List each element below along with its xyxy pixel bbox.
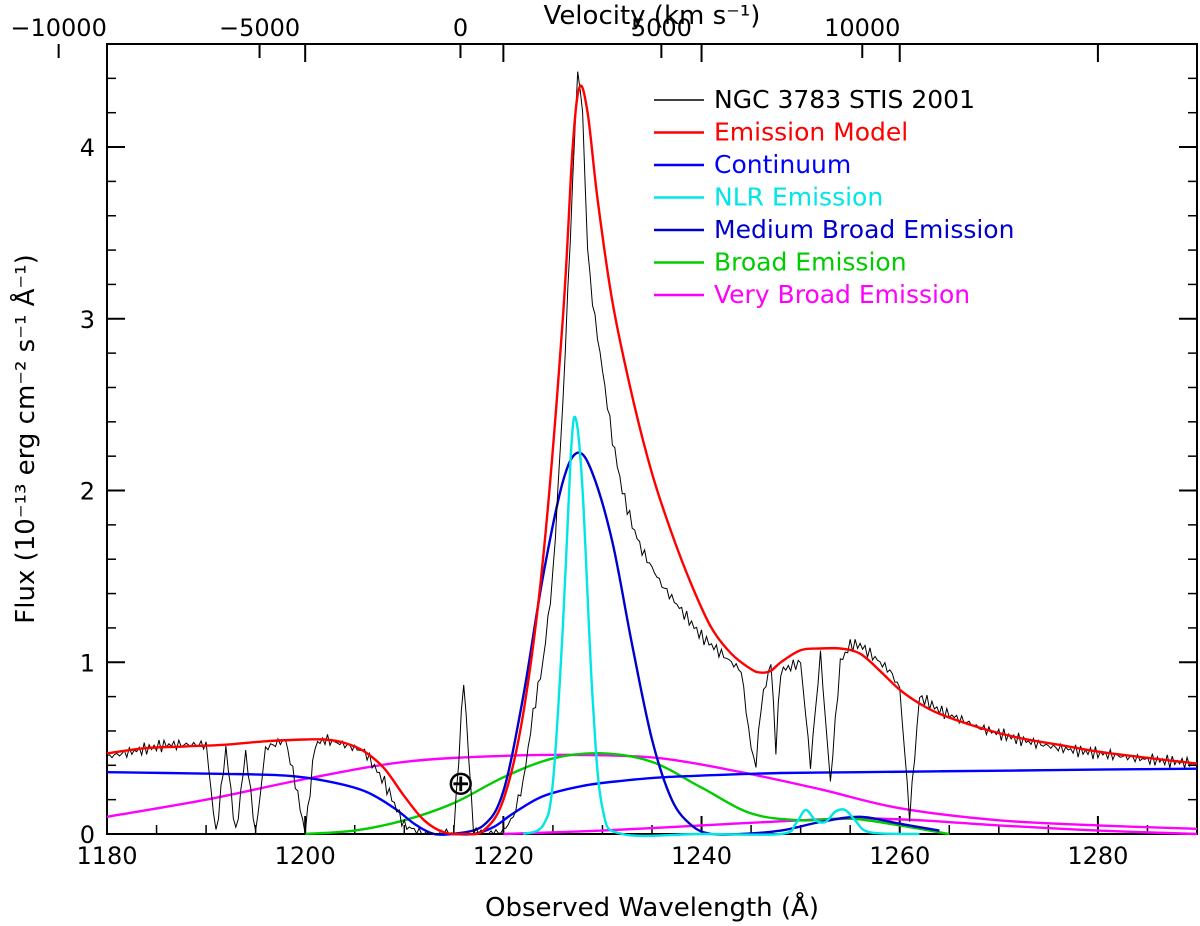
- legend: NGC 3783 STIS 2001 Emission Model Continuu…: [654, 85, 1014, 309]
- y-axis-title: Flux (10⁻¹³ erg cm⁻² s⁻¹ Å⁻¹): [9, 254, 41, 623]
- series-line-nlr-emission: [522, 415, 920, 838]
- x-tick-label: 1180: [76, 842, 137, 870]
- x-tick-label: 1240: [671, 842, 732, 870]
- x2-tick-label: 0: [453, 14, 468, 42]
- x2-tick-label: −10000: [10, 14, 106, 42]
- series-line-very-broad-emission: [106, 753, 1198, 830]
- legend-label: NGC 3783 STIS 2001: [714, 85, 975, 114]
- y-tick-label: 0: [80, 821, 95, 849]
- plot-frame: [106, 43, 1198, 835]
- legend-label: Emission Model: [714, 118, 908, 147]
- legend-label: Continuum: [714, 150, 851, 179]
- series-line-continuum: [106, 767, 1198, 836]
- axis-ticks: 1180 1200 1220 1240 1260 1280 0 1 2 3 4 −10000 −5000…: [10, 14, 1198, 870]
- x-axis-title: Observed Wavelength (Å): [485, 891, 819, 923]
- series-line-medium-broad-emission: [453, 451, 940, 836]
- y-tick-label: 2: [80, 478, 95, 506]
- earth-symbol-annotation: ⊕: [447, 763, 476, 803]
- legend-label: Medium Broad Emission: [714, 215, 1014, 244]
- x-tick-label: 1220: [473, 842, 534, 870]
- x2-axis-title: Velocity (km s⁻¹): [544, 1, 761, 31]
- legend-label: NLR Emission: [714, 183, 883, 212]
- y-tick-label: 4: [80, 134, 95, 162]
- x-tick-label: 1260: [869, 842, 930, 870]
- x-tick-label: 1200: [275, 842, 336, 870]
- y-tick-label: 3: [80, 306, 95, 334]
- legend-label: Very Broad Emission: [714, 280, 970, 309]
- x-tick-label: 1280: [1067, 842, 1128, 870]
- y-tick-label: 1: [80, 649, 95, 677]
- legend-label: Broad Emission: [714, 248, 907, 277]
- x2-tick-label: 10000: [824, 14, 900, 42]
- x2-tick-label: 5000: [631, 14, 692, 42]
- series-line-observed: [106, 71, 1198, 836]
- x2-tick-label: −5000: [219, 14, 300, 42]
- series-line-emission-model: [106, 84, 1198, 836]
- series-layer: [106, 71, 1198, 838]
